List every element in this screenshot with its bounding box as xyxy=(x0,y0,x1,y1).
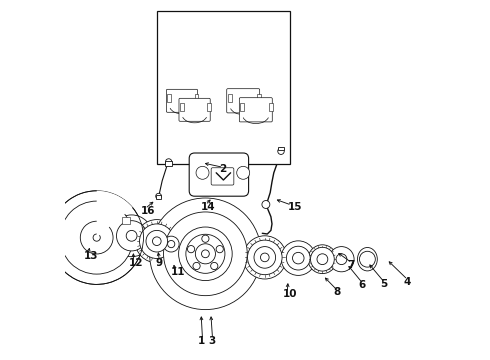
Circle shape xyxy=(159,231,184,257)
Circle shape xyxy=(164,212,247,296)
Circle shape xyxy=(166,159,172,165)
Bar xyxy=(207,103,211,111)
Text: 12: 12 xyxy=(129,258,144,268)
FancyBboxPatch shape xyxy=(189,153,248,196)
Circle shape xyxy=(317,254,328,265)
Text: 6: 6 xyxy=(358,280,366,290)
Circle shape xyxy=(286,246,310,270)
FancyBboxPatch shape xyxy=(227,89,260,113)
Circle shape xyxy=(237,166,250,179)
Circle shape xyxy=(135,220,178,263)
Circle shape xyxy=(336,254,347,265)
FancyBboxPatch shape xyxy=(211,168,234,185)
Circle shape xyxy=(156,193,162,199)
Circle shape xyxy=(254,247,275,268)
Circle shape xyxy=(186,234,225,273)
Bar xyxy=(228,94,232,102)
Text: 2: 2 xyxy=(219,164,226,174)
Circle shape xyxy=(50,191,144,284)
Circle shape xyxy=(196,166,209,179)
Circle shape xyxy=(168,240,175,248)
Circle shape xyxy=(196,244,216,264)
Bar xyxy=(166,161,172,166)
Circle shape xyxy=(243,236,286,279)
Circle shape xyxy=(247,240,282,275)
Circle shape xyxy=(126,230,137,241)
Wedge shape xyxy=(97,191,132,238)
FancyBboxPatch shape xyxy=(167,89,197,112)
Bar xyxy=(168,94,171,102)
Circle shape xyxy=(179,227,232,280)
Bar xyxy=(156,195,161,199)
Circle shape xyxy=(163,236,179,252)
FancyBboxPatch shape xyxy=(179,98,210,121)
Circle shape xyxy=(278,148,284,154)
Text: 14: 14 xyxy=(201,202,216,212)
Circle shape xyxy=(360,251,375,267)
Text: 4: 4 xyxy=(403,276,411,287)
Bar xyxy=(270,103,273,111)
Text: 11: 11 xyxy=(171,267,185,277)
Circle shape xyxy=(308,245,337,274)
Circle shape xyxy=(211,262,218,270)
Text: 3: 3 xyxy=(208,336,216,346)
Circle shape xyxy=(188,246,195,253)
Circle shape xyxy=(80,221,113,254)
Text: 9: 9 xyxy=(155,258,162,268)
Text: 8: 8 xyxy=(333,287,341,297)
Text: 7: 7 xyxy=(347,260,355,270)
Text: 13: 13 xyxy=(84,251,98,261)
Circle shape xyxy=(140,224,174,258)
Bar xyxy=(122,217,130,224)
Circle shape xyxy=(329,247,354,272)
Bar xyxy=(180,103,184,111)
Circle shape xyxy=(262,201,270,208)
Circle shape xyxy=(60,201,133,274)
Circle shape xyxy=(93,234,100,241)
Circle shape xyxy=(202,235,209,242)
Circle shape xyxy=(201,250,209,258)
FancyBboxPatch shape xyxy=(239,98,272,122)
Circle shape xyxy=(152,237,161,246)
Bar xyxy=(241,103,245,111)
Circle shape xyxy=(311,247,334,271)
Bar xyxy=(195,94,198,102)
Text: 5: 5 xyxy=(380,279,388,289)
Text: 15: 15 xyxy=(288,202,302,212)
Circle shape xyxy=(216,246,223,253)
Text: 16: 16 xyxy=(141,206,155,216)
Circle shape xyxy=(281,241,316,275)
Ellipse shape xyxy=(358,248,377,271)
Text: 10: 10 xyxy=(283,289,297,300)
Bar xyxy=(257,94,261,102)
Circle shape xyxy=(149,198,261,310)
Circle shape xyxy=(146,230,168,252)
Bar xyxy=(278,147,284,150)
Circle shape xyxy=(261,253,269,262)
Circle shape xyxy=(293,252,304,264)
Circle shape xyxy=(117,221,147,251)
Bar xyxy=(157,11,290,164)
Circle shape xyxy=(193,262,200,270)
Text: 1: 1 xyxy=(198,336,205,346)
Circle shape xyxy=(111,215,152,257)
